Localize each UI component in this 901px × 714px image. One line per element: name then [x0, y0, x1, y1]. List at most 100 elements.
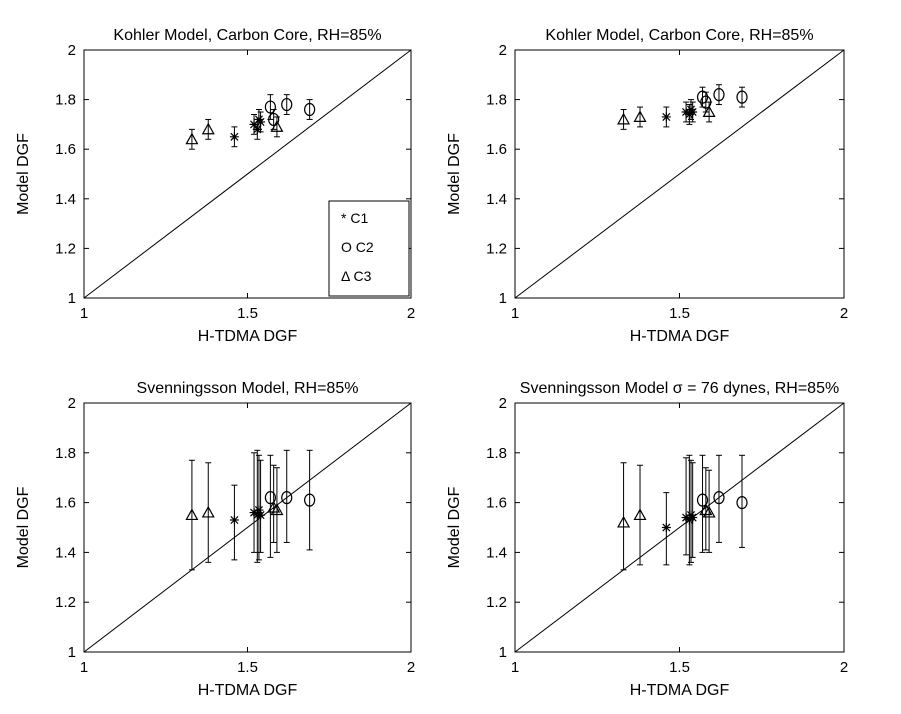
- chart-panel-4: Svenningsson Model σ = 76 dynes, RH=85% 1…: [446, 380, 848, 699]
- data-point: [201, 118, 215, 140]
- y-tick-label: 1.2: [486, 240, 507, 257]
- y-tick-label: 1.6: [55, 495, 76, 512]
- data-point: [256, 459, 266, 553]
- x-tick-label: 2: [840, 305, 848, 322]
- marker-triangle: [699, 503, 713, 516]
- x-tick-label: 1: [80, 305, 88, 322]
- data-point: [254, 454, 264, 561]
- y-axis-label: Model DGF: [15, 133, 32, 215]
- legend-entry: O C2: [341, 239, 374, 255]
- y-tick-label: 2: [68, 42, 76, 59]
- marker-circle: [696, 493, 709, 507]
- x-tick-label: 1.5: [237, 305, 258, 322]
- data-point: [304, 449, 316, 551]
- y-tick-label: 1.6: [486, 495, 507, 512]
- data-point: [185, 459, 199, 571]
- marker-asterisk: [256, 117, 266, 127]
- data-point: [702, 101, 716, 123]
- x-tick-label: 1.5: [237, 659, 258, 676]
- data-point: [699, 467, 713, 551]
- y-tick-label: 2: [68, 395, 76, 412]
- data-point: [281, 449, 293, 543]
- y-tick-label: 1.4: [55, 544, 76, 561]
- chart-title: Kohler Model, Carbon Core, RH=85%: [545, 27, 813, 44]
- chart-panel-1: Kohler Model, Carbon Core, RH=85% 1 1.5 2 1 1…: [15, 27, 415, 345]
- marker-asterisk: [229, 515, 239, 525]
- marker-circle: [281, 97, 293, 112]
- data-point: [702, 469, 716, 553]
- data-point: [617, 109, 631, 130]
- y-tick-label: 1.4: [55, 191, 76, 208]
- data-point: [256, 111, 266, 133]
- x-tick-label: 2: [840, 659, 848, 676]
- series-C2: [696, 454, 748, 553]
- marker-triangle: [201, 505, 215, 518]
- x-tick-label: 1: [511, 659, 519, 676]
- data-point: [736, 454, 748, 548]
- data-point: [270, 116, 284, 138]
- x-tick-label: 1.5: [669, 305, 690, 322]
- y-axis-label: Model DGF: [446, 486, 463, 568]
- y-tick-label: 1.6: [486, 141, 507, 158]
- marker-circle: [281, 491, 293, 505]
- data-point: [229, 484, 239, 561]
- marker-triangle: [270, 120, 284, 132]
- data-point: [633, 106, 647, 128]
- marker-triangle: [633, 508, 647, 521]
- one-to-one-line: [83, 49, 412, 299]
- y-tick-label: 1.4: [486, 191, 507, 208]
- x-axis-label: H-TDMA DGF: [630, 328, 730, 345]
- marker-circle: [304, 102, 316, 117]
- y-axis-label: Model DGF: [446, 133, 463, 215]
- x-axis-label: H-TDMA DGF: [198, 682, 298, 699]
- marker-triangle: [702, 105, 716, 118]
- data-point: [633, 464, 647, 566]
- series-C1: [229, 109, 266, 148]
- marker-triangle: [267, 500, 281, 513]
- marker-asterisk: [254, 505, 264, 515]
- marker-triangle: [201, 122, 215, 135]
- series-C3: [617, 101, 716, 130]
- data-point: [304, 99, 316, 120]
- series-C1: [229, 449, 266, 563]
- y-tick-label: 2: [499, 395, 507, 412]
- data-point: [661, 106, 671, 128]
- y-tick-label: 1: [499, 290, 507, 307]
- y-tick-label: 1: [68, 290, 76, 307]
- marker-asterisk: [256, 510, 266, 520]
- marker-triangle: [617, 515, 631, 528]
- data-point: [713, 84, 725, 106]
- x-tick-label: 1: [80, 659, 88, 676]
- marker-asterisk: [688, 107, 698, 117]
- data-point: [249, 113, 259, 135]
- marker-triangle: [633, 110, 647, 122]
- marker-asterisk: [229, 132, 239, 142]
- series-C1: [661, 454, 698, 566]
- marker-circle: [268, 112, 280, 127]
- one-to-one-line: [514, 402, 845, 653]
- marker-triangle: [702, 505, 716, 518]
- data-point: [617, 462, 631, 571]
- x-axis-label: H-TDMA DGF: [630, 682, 730, 699]
- x-tick-label: 2: [407, 659, 415, 676]
- series-C2: [696, 84, 748, 113]
- legend-entry: * C1: [341, 210, 368, 226]
- y-tick-label: 1: [68, 644, 76, 661]
- chart-title: Svenningsson Model σ = 76 dynes, RH=85%: [520, 380, 839, 397]
- marker-circle: [304, 493, 316, 507]
- y-tick-label: 1.8: [55, 92, 76, 109]
- series-C2: [264, 94, 316, 130]
- y-tick-label: 1.6: [55, 141, 76, 158]
- x-tick-label: 2: [407, 305, 415, 322]
- data-point: [229, 126, 239, 148]
- one-to-one-line: [514, 49, 845, 299]
- data-point: [264, 454, 276, 558]
- y-tick-label: 1.2: [55, 240, 76, 257]
- marker-triangle: [185, 508, 199, 521]
- chart-title: Kohler Model, Carbon Core, RH=85%: [113, 27, 381, 44]
- data-point: [736, 86, 748, 108]
- marker-circle: [696, 90, 709, 104]
- marker-triangle: [185, 132, 199, 145]
- data-point: [270, 467, 284, 553]
